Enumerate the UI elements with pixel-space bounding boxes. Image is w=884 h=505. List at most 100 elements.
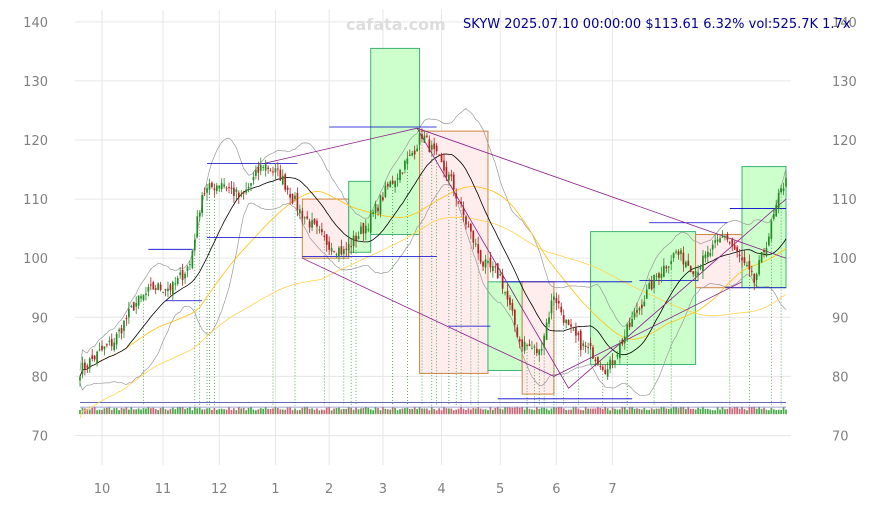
volume-bar: [780, 409, 782, 415]
volume-bar: [303, 406, 306, 415]
volume-bar: [167, 410, 169, 415]
candle-body: [404, 160, 406, 170]
candle-body: [733, 245, 736, 250]
candle-body: [523, 341, 526, 351]
volume-bar: [352, 409, 355, 415]
volume-bar: [496, 407, 499, 415]
volume-bar: [377, 408, 379, 415]
candle-body: [362, 222, 365, 234]
candle-body: [489, 257, 492, 268]
volume-bar: [418, 407, 421, 415]
volume-bar: [308, 408, 311, 415]
volume-bar: [667, 408, 670, 415]
candle-body: [84, 362, 86, 369]
candle-body: [179, 272, 182, 275]
candle-body: [692, 271, 695, 275]
candle-body: [240, 194, 243, 196]
volume-bar: [313, 409, 316, 415]
candle-body: [477, 244, 480, 254]
volume-bar: [526, 406, 528, 415]
volume-bar: [548, 410, 550, 415]
candle-body: [93, 355, 96, 360]
volume-bar: [137, 408, 140, 415]
volume-bar: [728, 406, 731, 415]
candle-body: [775, 204, 778, 217]
candle-body: [211, 182, 213, 188]
volume-bar: [191, 410, 194, 415]
volume-bar: [479, 408, 482, 415]
candle-body: [145, 293, 147, 295]
candle-body: [711, 244, 714, 250]
candle-body: [193, 239, 196, 251]
volume-bar: [518, 407, 521, 415]
candle-body: [323, 235, 326, 238]
candle-body: [311, 220, 313, 228]
candle-body: [355, 235, 357, 241]
candle-body: [215, 185, 218, 192]
candle-body: [106, 344, 108, 346]
candle-body: [289, 193, 291, 198]
volume-bar: [208, 408, 211, 415]
volume-bar: [367, 407, 370, 415]
volume-bar: [470, 409, 472, 415]
volume-bar: [430, 407, 433, 415]
candle-body: [667, 266, 670, 268]
candle-body: [714, 240, 717, 243]
candle-body: [328, 241, 331, 250]
candle-body: [345, 248, 348, 250]
candle-body: [548, 317, 550, 324]
volume-bar: [154, 408, 157, 415]
candle-body: [279, 169, 282, 181]
volume-bar: [281, 409, 284, 415]
volume-bar: [242, 407, 245, 415]
candle-body: [184, 273, 186, 279]
volume-bar: [311, 408, 313, 415]
volume-bar: [738, 408, 741, 415]
candle-body: [499, 274, 502, 276]
candle-body: [196, 216, 199, 237]
volume-bar: [513, 407, 516, 415]
volume-bar: [184, 409, 186, 415]
volume-bar: [721, 407, 724, 415]
volume-bar: [531, 409, 533, 415]
candle-body: [435, 145, 438, 152]
candle-body: [609, 359, 611, 369]
volume-bar: [702, 406, 704, 415]
candle-body: [391, 180, 394, 184]
x-tick-label: 3: [379, 482, 387, 497]
volume-bar: [186, 408, 189, 415]
volume-bar: [179, 407, 182, 415]
volume-bar: [650, 408, 653, 415]
volume-bar: [440, 410, 443, 415]
volume-bar: [145, 408, 147, 415]
candle-body: [360, 226, 362, 235]
volume-bar: [648, 409, 651, 415]
candle-body: [504, 292, 506, 294]
ma-mid-line: [79, 186, 787, 378]
volume-bar: [772, 409, 775, 415]
candle-body: [86, 365, 89, 368]
volume-bar: [289, 407, 291, 415]
candle-body: [233, 187, 235, 196]
candle-body: [294, 195, 296, 200]
candle-body: [301, 210, 304, 219]
candle-body: [413, 150, 416, 155]
candle-body: [684, 262, 687, 268]
candle-body: [557, 300, 560, 304]
candle-body: [416, 148, 418, 152]
candle-body: [338, 247, 340, 257]
volume-bar: [577, 408, 580, 415]
volume-bar: [465, 409, 467, 415]
candle-body: [540, 349, 543, 351]
volume-bar: [120, 408, 123, 415]
candle-body: [369, 212, 372, 233]
volume-bar: [521, 407, 524, 415]
volume-bar: [135, 409, 138, 415]
x-tick-label: 2: [325, 482, 333, 497]
volume-bar: [687, 407, 690, 415]
candle-body: [597, 357, 599, 365]
volume-bar: [670, 408, 673, 415]
candle-body: [482, 261, 484, 267]
candle-body: [113, 342, 116, 350]
